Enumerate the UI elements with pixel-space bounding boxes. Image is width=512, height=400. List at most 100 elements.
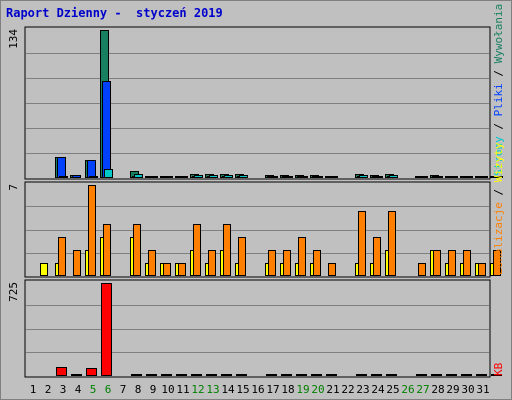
- bar-sites: [478, 263, 486, 276]
- bar-kbytes: [86, 368, 97, 376]
- y-max-label: 7: [7, 184, 20, 191]
- x-day-label: 3: [60, 383, 67, 396]
- bar-kbytes: [356, 374, 367, 376]
- bar-kbytes: [56, 367, 67, 376]
- bar-kbytes: [146, 374, 157, 376]
- x-day-label: 30: [461, 383, 474, 396]
- x-day-label: 23: [356, 383, 369, 396]
- bar-pages: [104, 169, 113, 178]
- bar-files: [72, 175, 81, 178]
- x-day-label: 17: [266, 383, 279, 396]
- bar-pages: [329, 176, 338, 178]
- bar-sites: [388, 211, 396, 276]
- bar-sites: [163, 263, 171, 276]
- bar-kbytes: [311, 374, 322, 376]
- bar-sites: [328, 263, 336, 276]
- bar-visits: [40, 263, 48, 276]
- bar-pages: [284, 176, 293, 178]
- bar-pages: [389, 175, 398, 178]
- bar-kbytes: [431, 374, 442, 376]
- bar-kbytes: [266, 374, 277, 376]
- bars-layer: [40, 30, 503, 376]
- x-day-label: 24: [371, 383, 385, 396]
- x-day-label: 11: [176, 383, 189, 396]
- x-day-label: 25: [386, 383, 399, 396]
- bar-sites: [103, 224, 111, 276]
- bar-pages: [134, 174, 143, 178]
- bar-sites: [358, 211, 366, 276]
- bar-sites: [88, 185, 96, 276]
- bar-sites: [223, 224, 231, 276]
- bar-kbytes: [461, 374, 472, 376]
- bar-sites: [463, 250, 471, 276]
- bar-files: [57, 157, 66, 178]
- bar-kbytes: [101, 283, 112, 376]
- x-day-label: 7: [120, 383, 127, 396]
- right-series-label: Strony / Pliki / Wywołania: [492, 4, 505, 176]
- bar-sites: [373, 237, 381, 276]
- y-max-label: 134: [7, 29, 20, 49]
- bar-sites: [178, 263, 186, 276]
- panel-bottom-bg: [24, 279, 491, 378]
- bar-pages: [419, 176, 428, 178]
- x-day-label: 6: [105, 383, 112, 396]
- bar-pages: [179, 176, 188, 178]
- right-series-label: Lokalizacje / Wizyty: [492, 142, 505, 275]
- y-max-label: 725: [7, 282, 20, 302]
- bar-kbytes: [371, 374, 382, 376]
- bar-sites: [58, 237, 66, 276]
- bar-sites: [283, 250, 291, 276]
- bar-files: [102, 81, 111, 178]
- bar-kbytes: [191, 374, 202, 376]
- bar-pages: [494, 176, 503, 178]
- chart-title: Raport Dzienny - styczeń 2019: [6, 6, 223, 20]
- x-day-labels: 1 2 3 4 5 6 7 8 9 10 11 12 13 14 15 16 17 18 19 20 21 22 23 24 2…: [30, 383, 490, 396]
- bar-kbytes: [416, 374, 427, 376]
- bar-kbytes: [71, 374, 82, 376]
- bar-kbytes: [476, 374, 487, 376]
- bar-kbytes: [491, 374, 502, 376]
- x-day-label: 31: [476, 383, 489, 396]
- x-day-label: 15: [236, 383, 249, 396]
- bar-sites: [418, 263, 426, 276]
- bar-kbytes: [206, 374, 217, 376]
- bar-sites: [433, 250, 441, 276]
- x-day-label: 29: [446, 383, 459, 396]
- bar-pages: [449, 176, 458, 178]
- bar-pages: [434, 176, 443, 178]
- x-day-label: 16: [251, 383, 264, 396]
- bar-pages: [89, 176, 98, 178]
- right-series-label: KB: [492, 362, 505, 376]
- bar-kbytes: [326, 374, 337, 376]
- bar-files: [87, 160, 96, 178]
- bar-pages: [209, 175, 218, 178]
- bar-pages: [224, 175, 233, 178]
- bar-sites: [313, 250, 321, 276]
- bar-kbytes: [281, 374, 292, 376]
- bar-kbytes: [176, 374, 187, 376]
- bar-sites: [268, 250, 276, 276]
- bar-pages: [299, 176, 308, 178]
- bar-pages: [464, 176, 473, 178]
- x-day-label: 13: [206, 383, 219, 396]
- bar-pages: [239, 175, 248, 178]
- bar-kbytes: [296, 374, 307, 376]
- bar-sites: [193, 224, 201, 276]
- bar-pages: [479, 176, 488, 178]
- bar-sites: [448, 250, 456, 276]
- x-day-label: 21: [326, 383, 339, 396]
- bar-pages: [59, 176, 68, 178]
- x-day-label: 19: [296, 383, 309, 396]
- x-day-label: 2: [45, 383, 52, 396]
- bar-pages: [359, 175, 368, 178]
- bar-pages: [314, 176, 323, 178]
- bar-kbytes: [386, 374, 397, 376]
- bar-sites: [148, 250, 156, 276]
- x-day-label: 27: [416, 383, 429, 396]
- x-day-label: 9: [150, 383, 157, 396]
- x-day-label: 4: [75, 383, 82, 396]
- bar-sites: [298, 237, 306, 276]
- x-day-label: 28: [431, 383, 444, 396]
- bar-sites: [493, 250, 501, 276]
